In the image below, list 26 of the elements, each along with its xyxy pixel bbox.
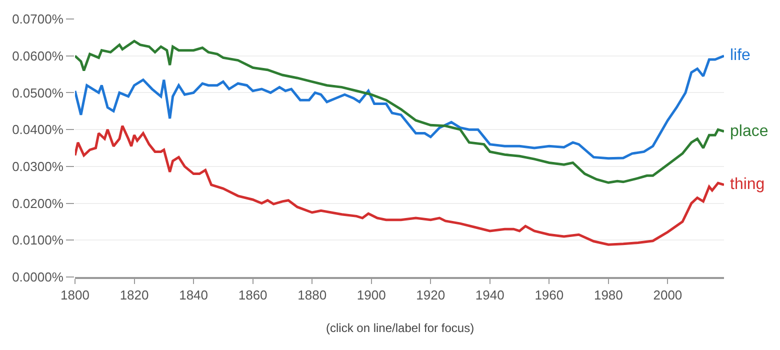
y-tick-label: 0.0100% — [12, 232, 64, 248]
line-series — [75, 54, 724, 160]
y-tick-label: 0.0600% — [12, 48, 64, 64]
x-tick-label: 1860 — [238, 288, 268, 303]
series-label: life — [730, 47, 751, 64]
y-tick-label: 0.0300% — [12, 158, 64, 174]
y-tick-label: 0.0200% — [12, 196, 64, 211]
x-tick-label: 1960 — [534, 288, 564, 303]
line-series — [75, 124, 724, 246]
series-label: place — [730, 123, 768, 140]
x-tick-label: 1980 — [594, 288, 623, 303]
x-tick-label: 1820 — [120, 288, 149, 303]
y-tick-label: 0.0400% — [12, 122, 64, 138]
y-tick-label: 0.0000% — [12, 270, 64, 285]
x-tick-label: 2000 — [653, 288, 682, 303]
y-tick-label: 0.0700% — [12, 12, 64, 27]
x-tick-label: 1940 — [475, 288, 504, 303]
x-tick-label: 1880 — [298, 288, 327, 303]
x-tick-label: 1920 — [416, 288, 446, 303]
x-tick-label: 1800 — [60, 288, 90, 303]
line-series — [75, 40, 724, 184]
y-tick-label: 0.0500% — [12, 85, 64, 100]
x-tick-label: 1900 — [356, 288, 386, 303]
x-tick-label: 1840 — [179, 288, 208, 303]
text: (click on line/label for focus) — [326, 321, 474, 335]
series-label: thing — [730, 176, 765, 193]
